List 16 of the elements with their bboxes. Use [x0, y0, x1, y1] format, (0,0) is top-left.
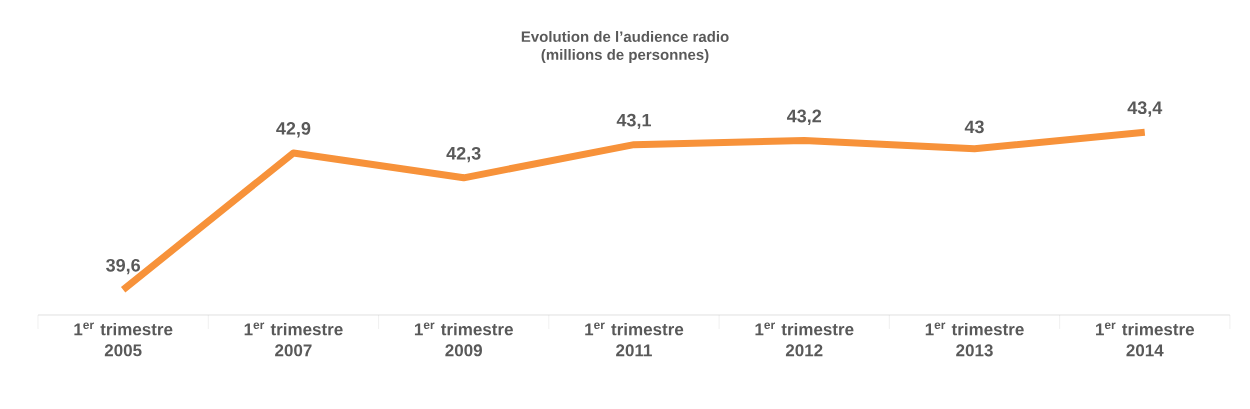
- x-tick-label: 1$^{er}$ trimestre 2013: [925, 322, 1024, 357]
- data-label: 42,9: [276, 122, 311, 138]
- chart-subtitle: (millions de personnes): [541, 49, 709, 63]
- x-tick-label: 1$^{er}$ trimestre 2011: [585, 322, 684, 357]
- x-tick-label: 1$^{er}$ trimestre 2005: [74, 322, 173, 357]
- chart-title: Evolution de l’audience radio: [521, 31, 729, 43]
- data-label: 42,3: [446, 146, 481, 163]
- x-tick-label: 1$^{er}$ trimestre 2007: [244, 322, 343, 357]
- data-label: 39,6: [106, 258, 141, 275]
- data-label: 43,4: [1127, 101, 1163, 117]
- x-tick-label: 1$^{er}$ trimestre 2009: [414, 322, 513, 357]
- data-label: 43,1: [616, 113, 651, 130]
- x-tick-label: 1$^{er}$ trimestre 2012: [755, 322, 854, 357]
- data-label: 43,2: [786, 109, 822, 125]
- x-tick-label: 1$^{er}$ trimestre 2014: [1096, 322, 1194, 357]
- data-label: 43: [964, 120, 984, 134]
